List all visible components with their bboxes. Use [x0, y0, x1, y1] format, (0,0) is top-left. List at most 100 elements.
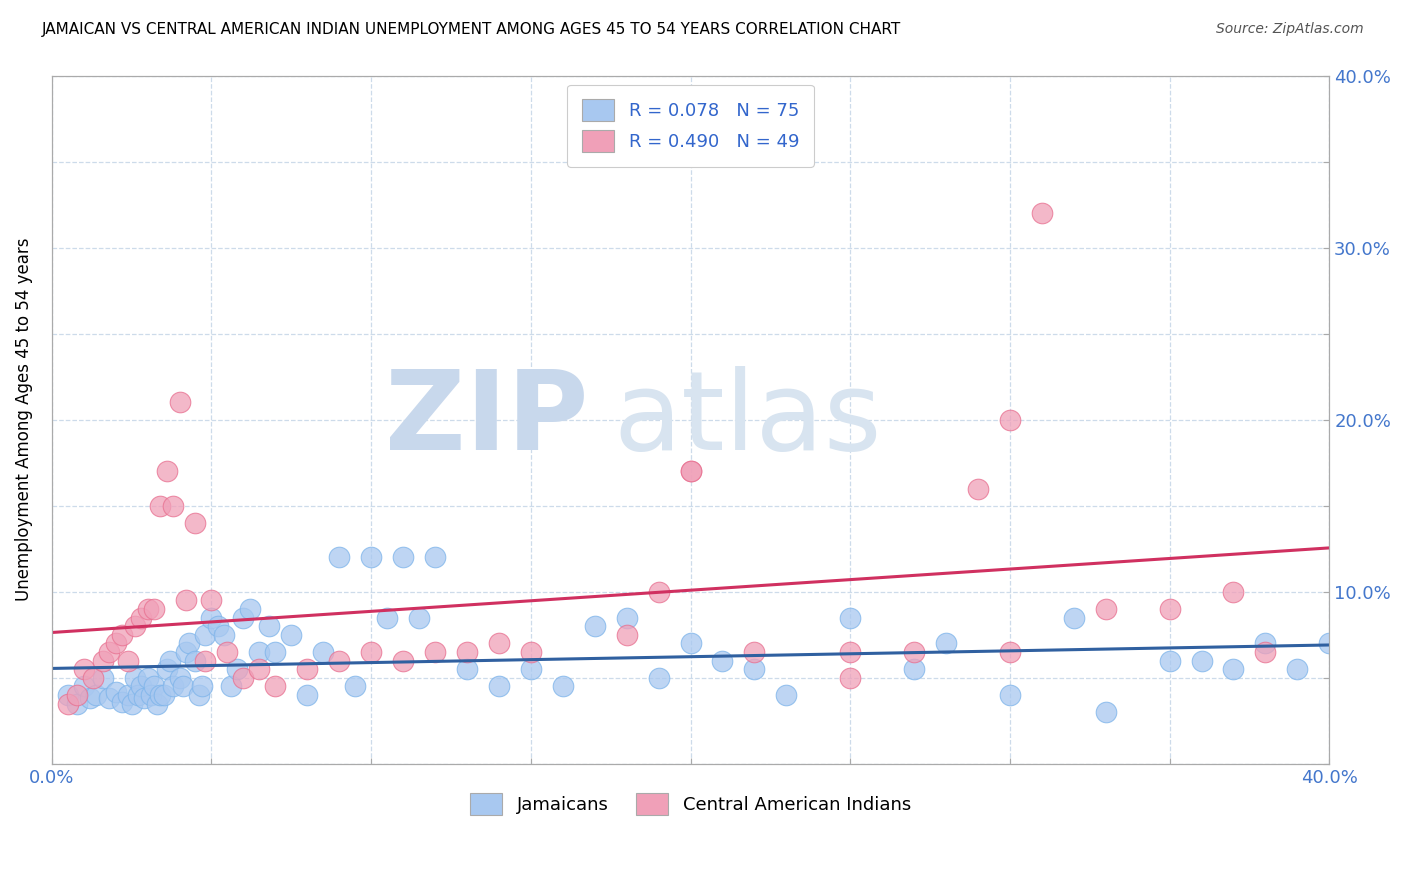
Point: [187, 688, 209, 702]
Point: [647, 584, 669, 599]
Point: [79, 691, 101, 706]
Point: [1191, 654, 1213, 668]
Text: ZIP: ZIP: [385, 367, 588, 473]
Point: [375, 610, 398, 624]
Point: [232, 610, 254, 624]
Point: [194, 628, 217, 642]
Point: [744, 662, 766, 676]
Point: [408, 610, 430, 624]
Point: [679, 464, 702, 478]
Point: [1063, 610, 1085, 624]
Point: [56, 688, 79, 702]
Point: [392, 654, 415, 668]
Point: [1222, 584, 1244, 599]
Point: [239, 602, 262, 616]
Point: [903, 645, 925, 659]
Point: [82, 671, 104, 685]
Point: [174, 593, 197, 607]
Point: [134, 691, 156, 706]
Point: [232, 671, 254, 685]
Point: [257, 619, 280, 633]
Point: [616, 610, 638, 624]
Point: [121, 697, 143, 711]
Point: [124, 671, 146, 685]
Point: [551, 679, 574, 693]
Point: [679, 636, 702, 650]
Point: [1222, 662, 1244, 676]
Point: [194, 654, 217, 668]
Point: [1317, 636, 1340, 650]
Point: [456, 645, 478, 659]
Point: [169, 395, 191, 409]
Point: [360, 550, 382, 565]
Point: [998, 688, 1021, 702]
Point: [839, 610, 862, 624]
Point: [1094, 705, 1116, 719]
Point: [264, 645, 287, 659]
Point: [162, 499, 184, 513]
Point: [217, 645, 239, 659]
Point: [156, 464, 179, 478]
Point: [488, 679, 510, 693]
Point: [98, 645, 121, 659]
Point: [111, 628, 134, 642]
Y-axis label: Unemployment Among Ages 45 to 54 years: Unemployment Among Ages 45 to 54 years: [15, 238, 32, 601]
Point: [1254, 645, 1277, 659]
Point: [1159, 654, 1181, 668]
Point: [191, 679, 214, 693]
Point: [264, 679, 287, 693]
Point: [583, 619, 606, 633]
Text: atlas: atlas: [614, 367, 883, 473]
Point: [159, 654, 181, 668]
Point: [117, 654, 139, 668]
Point: [488, 636, 510, 650]
Point: [136, 602, 159, 616]
Point: [212, 628, 235, 642]
Point: [328, 550, 350, 565]
Point: [73, 662, 96, 676]
Point: [520, 645, 543, 659]
Point: [91, 671, 114, 685]
Point: [1031, 206, 1053, 220]
Point: [839, 645, 862, 659]
Point: [967, 482, 990, 496]
Point: [124, 619, 146, 633]
Point: [149, 499, 172, 513]
Point: [1159, 602, 1181, 616]
Point: [297, 688, 319, 702]
Point: [1286, 662, 1309, 676]
Point: [184, 516, 207, 530]
Point: [616, 628, 638, 642]
Legend: Jamaicans, Central American Indians: Jamaicans, Central American Indians: [461, 783, 920, 823]
Point: [142, 602, 165, 616]
Point: [423, 645, 446, 659]
Point: [73, 679, 96, 693]
Point: [935, 636, 957, 650]
Text: Source: ZipAtlas.com: Source: ZipAtlas.com: [1216, 22, 1364, 37]
Point: [839, 671, 862, 685]
Point: [177, 636, 200, 650]
Point: [86, 688, 108, 702]
Point: [174, 645, 197, 659]
Point: [744, 645, 766, 659]
Point: [998, 412, 1021, 426]
Point: [152, 688, 174, 702]
Point: [423, 550, 446, 565]
Point: [520, 662, 543, 676]
Point: [66, 697, 89, 711]
Point: [142, 679, 165, 693]
Point: [129, 679, 152, 693]
Point: [679, 464, 702, 478]
Point: [711, 654, 734, 668]
Point: [200, 610, 222, 624]
Point: [344, 679, 367, 693]
Point: [117, 688, 139, 702]
Point: [360, 645, 382, 659]
Point: [1254, 636, 1277, 650]
Point: [98, 691, 121, 706]
Point: [172, 679, 194, 693]
Point: [184, 654, 207, 668]
Point: [297, 662, 319, 676]
Text: JAMAICAN VS CENTRAL AMERICAN INDIAN UNEMPLOYMENT AMONG AGES 45 TO 54 YEARS CORRE: JAMAICAN VS CENTRAL AMERICAN INDIAN UNEM…: [42, 22, 901, 37]
Point: [156, 662, 179, 676]
